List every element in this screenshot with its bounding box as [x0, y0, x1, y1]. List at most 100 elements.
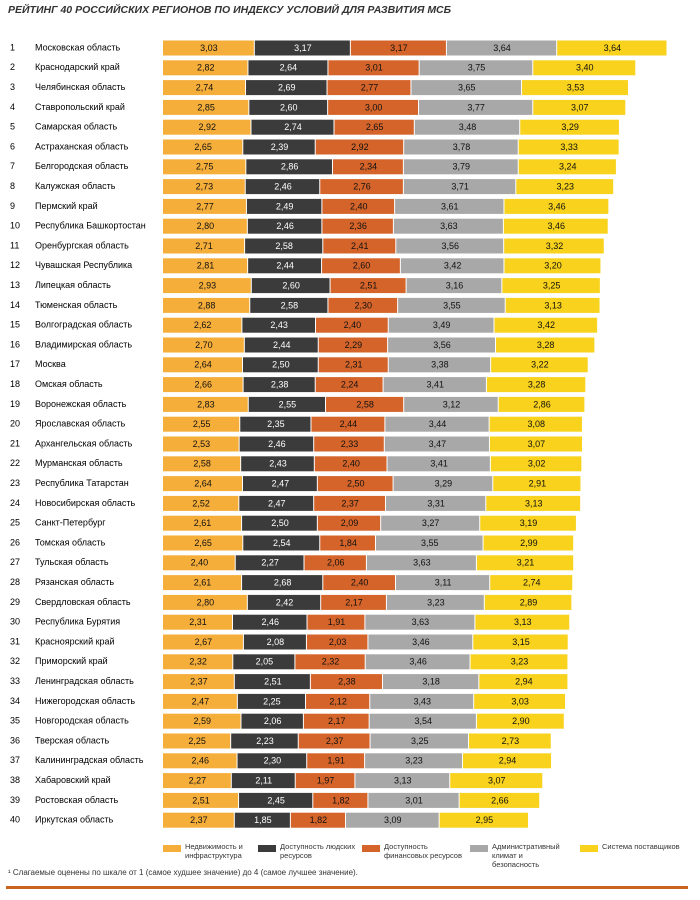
rank: 29: [10, 597, 20, 607]
bar-segment: [304, 555, 366, 571]
bar-segment: [322, 218, 393, 234]
value-label: 1,84: [339, 538, 357, 548]
value-label: 2,31: [189, 617, 207, 627]
bar-segment: [498, 396, 585, 412]
value-label: 2,35: [267, 419, 285, 429]
rank: 36: [10, 735, 20, 745]
value-label: 3,15: [512, 637, 530, 647]
bar-segment: [522, 80, 629, 96]
category-label: Нижегородская область: [35, 696, 135, 706]
rank: 32: [10, 656, 20, 666]
bar-segment: [248, 258, 322, 274]
category-label: Челябинская область: [35, 82, 126, 92]
category-label: Санкт-Петербург: [35, 518, 106, 528]
bar-segment: [480, 515, 576, 531]
value-label: 2,86: [533, 399, 551, 409]
bar-segment: [370, 693, 474, 709]
value-label: 2,17: [345, 597, 363, 607]
bar-segment: [163, 357, 242, 373]
bar-segment: [163, 80, 246, 96]
value-label: 2,37: [341, 498, 359, 508]
value-label: 2,68: [274, 577, 292, 587]
value-label: 2,36: [349, 221, 367, 231]
bar-segment: [495, 337, 595, 353]
bar-segment: [479, 674, 568, 690]
legend-swatch: [470, 845, 488, 852]
bar-segment: [251, 119, 334, 135]
category-label: Московская область: [35, 42, 120, 52]
bar-segment: [346, 812, 439, 828]
value-label: 3,33: [560, 142, 578, 152]
category-label: Красноярский край: [35, 636, 115, 646]
rank: 7: [10, 161, 15, 171]
value-label: 2,74: [196, 82, 214, 92]
value-label: 2,11: [255, 775, 272, 785]
bar-segment: [494, 317, 598, 333]
bar-segment: [518, 159, 616, 175]
rank: 25: [10, 518, 20, 528]
bar-segment: [306, 634, 368, 650]
category-label: Ленинградская область: [35, 676, 134, 686]
value-label: 3,23: [427, 597, 445, 607]
bar-segment: [233, 654, 295, 670]
value-label: 3,07: [528, 439, 546, 449]
value-label: 2,42: [276, 597, 294, 607]
value-label: 3,01: [405, 795, 423, 805]
bar-segment: [163, 515, 242, 531]
category-label: Астраханская область: [35, 141, 129, 151]
bar-segment: [251, 278, 330, 294]
bar-segment: [163, 555, 235, 571]
value-label: 2,52: [192, 498, 210, 508]
bar-segment: [163, 476, 242, 492]
bar-segment: [557, 40, 667, 56]
rank: 10: [10, 221, 20, 231]
bar-segment: [163, 654, 233, 670]
bar-segment: [381, 515, 480, 531]
value-label: 2,37: [190, 815, 208, 825]
value-label: 3,00: [365, 102, 383, 112]
value-label: 2,92: [198, 122, 216, 132]
rank: 4: [10, 102, 15, 112]
value-label: 2,60: [353, 261, 371, 271]
bar-segment: [326, 396, 404, 412]
bar-segment: [370, 733, 469, 749]
bar-segment: [242, 515, 317, 531]
value-label: 1,91: [328, 617, 346, 627]
value-label: 3,03: [200, 43, 218, 53]
value-label: 3,63: [413, 558, 431, 568]
footnote: ¹ Слагаемые оценены по шкале от 1 (самое…: [8, 868, 358, 877]
value-label: 3,28: [537, 340, 555, 350]
bar-segment: [242, 476, 317, 492]
value-label: 3,78: [453, 142, 471, 152]
value-label: 2,64: [194, 478, 212, 488]
value-label: 2,85: [197, 102, 215, 112]
bar-segment: [486, 495, 581, 511]
value-label: 2,76: [353, 181, 371, 191]
value-label: 2,43: [269, 459, 287, 469]
value-label: 2,58: [275, 241, 293, 251]
bar-segment: [234, 674, 310, 690]
value-label: 3,22: [531, 360, 549, 370]
bar-segment: [242, 357, 318, 373]
bar-segment: [396, 238, 504, 254]
value-label: 2,55: [193, 419, 211, 429]
bar-segment: [403, 159, 518, 175]
bar-segment: [163, 594, 247, 610]
rank: 9: [10, 201, 15, 211]
bar-segment: [459, 792, 540, 808]
category-label: Хабаровский край: [35, 775, 111, 785]
bar-segment: [163, 139, 243, 155]
category-label: Тюменская область: [35, 300, 118, 310]
value-label: 2,82: [197, 63, 215, 73]
value-label: 3,56: [433, 340, 451, 350]
bar-segment: [244, 337, 318, 353]
value-label: 2,58: [281, 300, 299, 310]
value-label: 3,40: [576, 63, 594, 73]
value-label: 3,29: [561, 122, 579, 132]
bar-segment: [533, 99, 626, 115]
bar-segment: [323, 575, 396, 591]
bar-segment: [462, 753, 552, 769]
value-label: 2,73: [196, 181, 214, 191]
bar-segment: [406, 278, 502, 294]
value-label: 2,71: [195, 241, 213, 251]
